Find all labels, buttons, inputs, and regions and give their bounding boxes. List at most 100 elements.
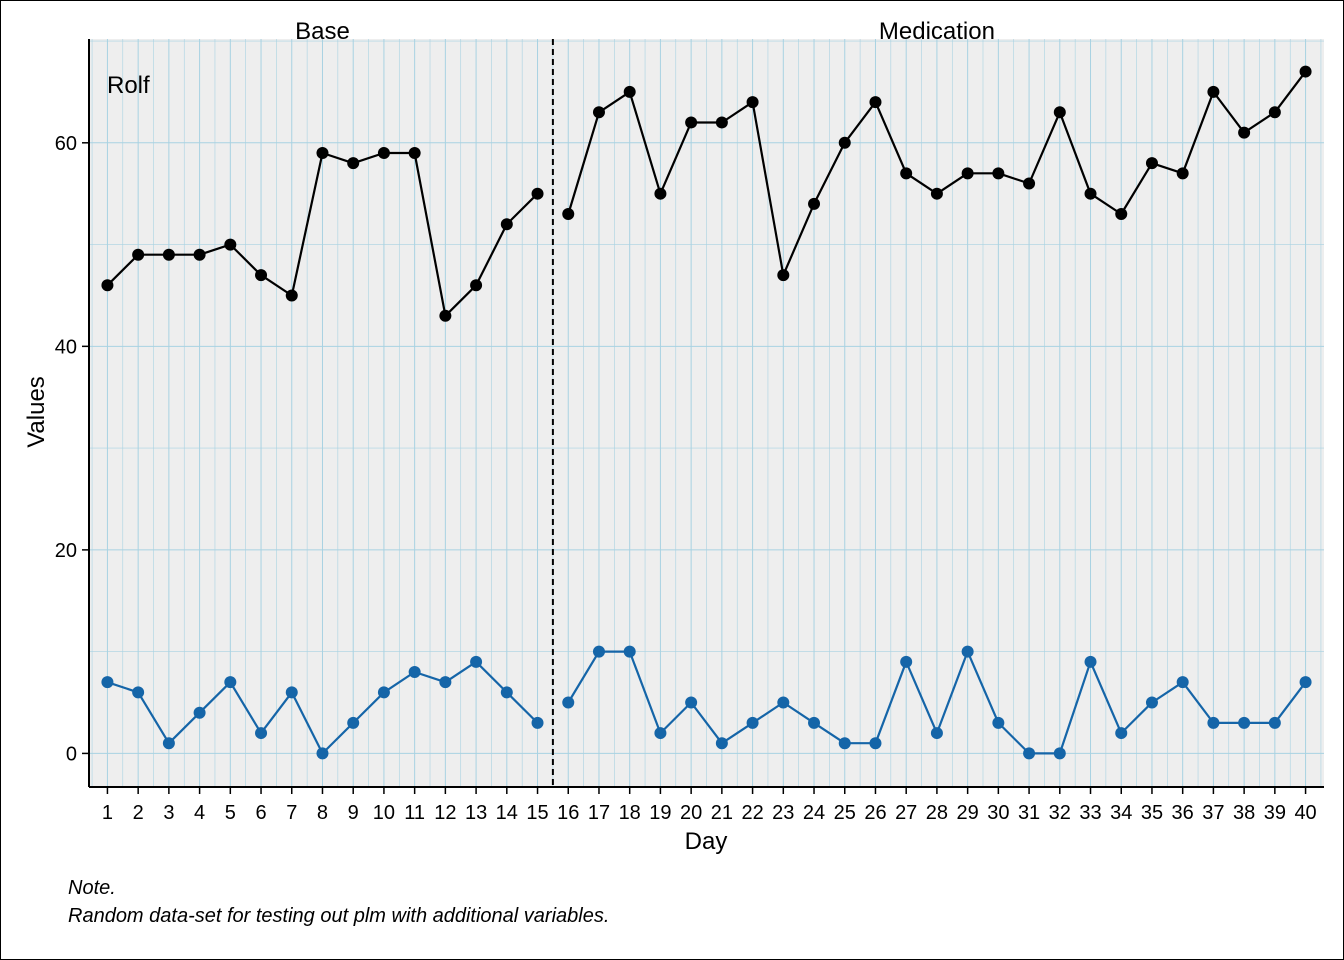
x-tick-label: 5 bbox=[225, 802, 236, 824]
x-tick-label: 17 bbox=[588, 802, 610, 824]
series-1-point bbox=[347, 157, 360, 170]
series-2-point bbox=[101, 676, 114, 689]
phase-label: Base bbox=[295, 18, 350, 45]
x-tick-label: 27 bbox=[895, 802, 917, 824]
series-2-point bbox=[869, 737, 882, 750]
note-text: Random data-set for testing out plm with… bbox=[68, 905, 610, 927]
series-1-point bbox=[285, 289, 298, 302]
series-1-point bbox=[408, 146, 421, 159]
series-2-point bbox=[531, 716, 544, 729]
series-2-point bbox=[715, 737, 728, 750]
x-tick-label: 35 bbox=[1141, 802, 1163, 824]
series-2-point bbox=[162, 737, 175, 750]
series-2-point bbox=[1238, 716, 1251, 729]
series-2-point bbox=[1115, 727, 1128, 740]
series-2-point bbox=[562, 696, 575, 709]
x-tick-label: 31 bbox=[1018, 802, 1040, 824]
y-tick-label: 40 bbox=[55, 336, 77, 358]
x-tick-label: 12 bbox=[434, 802, 456, 824]
x-tick-label: 36 bbox=[1172, 802, 1194, 824]
x-tick-label: 32 bbox=[1049, 802, 1071, 824]
series-2-point bbox=[623, 645, 636, 658]
x-tick-label: 24 bbox=[803, 802, 825, 824]
series-1-point bbox=[531, 187, 544, 200]
series-1-point bbox=[193, 248, 206, 261]
series-2-point bbox=[193, 706, 206, 719]
note-block: Note. Random data-set for testing out pl… bbox=[68, 874, 609, 930]
x-tick-label: 28 bbox=[926, 802, 948, 824]
x-tick-label: 26 bbox=[864, 802, 886, 824]
series-1-point bbox=[1207, 85, 1220, 98]
x-tick-label: 40 bbox=[1294, 802, 1316, 824]
y-tick-label: 20 bbox=[55, 540, 77, 562]
series-2-point bbox=[1084, 655, 1097, 668]
x-tick-label: 25 bbox=[834, 802, 856, 824]
series-2-point bbox=[900, 655, 913, 668]
series-1-point bbox=[808, 197, 821, 210]
x-tick-label: 21 bbox=[711, 802, 733, 824]
y-tick-label: 0 bbox=[66, 743, 77, 765]
x-tick-label: 19 bbox=[649, 802, 671, 824]
y-tick-label: 60 bbox=[55, 133, 77, 155]
series-2-point bbox=[1207, 716, 1220, 729]
x-tick-label: 11 bbox=[404, 802, 425, 824]
series-2-point bbox=[347, 716, 360, 729]
y-axis-label: Values bbox=[23, 376, 50, 448]
series-1-point bbox=[377, 146, 390, 159]
case-label: Rolf bbox=[107, 72, 150, 99]
x-axis-label: Day bbox=[685, 828, 728, 855]
x-tick-label: 39 bbox=[1264, 802, 1286, 824]
series-1-point bbox=[992, 167, 1005, 180]
x-tick-label: 29 bbox=[957, 802, 979, 824]
series-1-point bbox=[470, 279, 483, 292]
series-1-point bbox=[592, 106, 605, 119]
x-tick-label: 7 bbox=[286, 802, 297, 824]
series-1-point bbox=[746, 96, 759, 109]
series-1-point bbox=[1145, 157, 1158, 170]
series-2-point bbox=[1023, 747, 1036, 760]
series-1-point bbox=[1299, 65, 1312, 78]
series-1-point bbox=[777, 269, 790, 282]
x-tick-label: 10 bbox=[373, 802, 395, 824]
series-2-point bbox=[654, 727, 667, 740]
series-1-point bbox=[1176, 167, 1189, 180]
x-tick-label: 38 bbox=[1233, 802, 1255, 824]
series-2-point bbox=[777, 696, 790, 709]
x-tick-label: 3 bbox=[163, 802, 174, 824]
series-1-point bbox=[562, 208, 575, 221]
x-tick-label: 20 bbox=[680, 802, 702, 824]
x-tick-label: 30 bbox=[987, 802, 1009, 824]
series-1-point bbox=[224, 238, 237, 251]
series-2-point bbox=[1176, 676, 1189, 689]
series-1-point bbox=[961, 167, 974, 180]
series-2-point bbox=[285, 686, 298, 699]
series-2-point bbox=[224, 676, 237, 689]
series-2-point bbox=[808, 716, 821, 729]
x-tick-label: 4 bbox=[194, 802, 205, 824]
series-2-point bbox=[961, 645, 974, 658]
series-1-point bbox=[869, 96, 882, 109]
series-2-point bbox=[746, 716, 759, 729]
series-2-point bbox=[408, 666, 421, 679]
series-1-point bbox=[715, 116, 728, 129]
series-2-point bbox=[255, 727, 268, 740]
series-1-point bbox=[930, 187, 943, 200]
x-tick-label: 37 bbox=[1202, 802, 1224, 824]
series-1-point bbox=[162, 248, 175, 261]
x-tick-label: 14 bbox=[496, 802, 518, 824]
x-tick-label: 1 bbox=[102, 802, 113, 824]
series-1-point bbox=[439, 309, 452, 322]
x-tick-label: 6 bbox=[255, 802, 266, 824]
series-2-point bbox=[838, 737, 851, 750]
series-1-point bbox=[1023, 177, 1036, 190]
series-2-point bbox=[992, 716, 1005, 729]
x-tick-label: 15 bbox=[526, 802, 548, 824]
series-2-point bbox=[1268, 716, 1281, 729]
series-1-point bbox=[1238, 126, 1251, 139]
x-tick-label: 34 bbox=[1110, 802, 1132, 824]
series-2-point bbox=[132, 686, 145, 699]
series-1-point bbox=[1115, 208, 1128, 221]
series-2-point bbox=[470, 655, 483, 668]
